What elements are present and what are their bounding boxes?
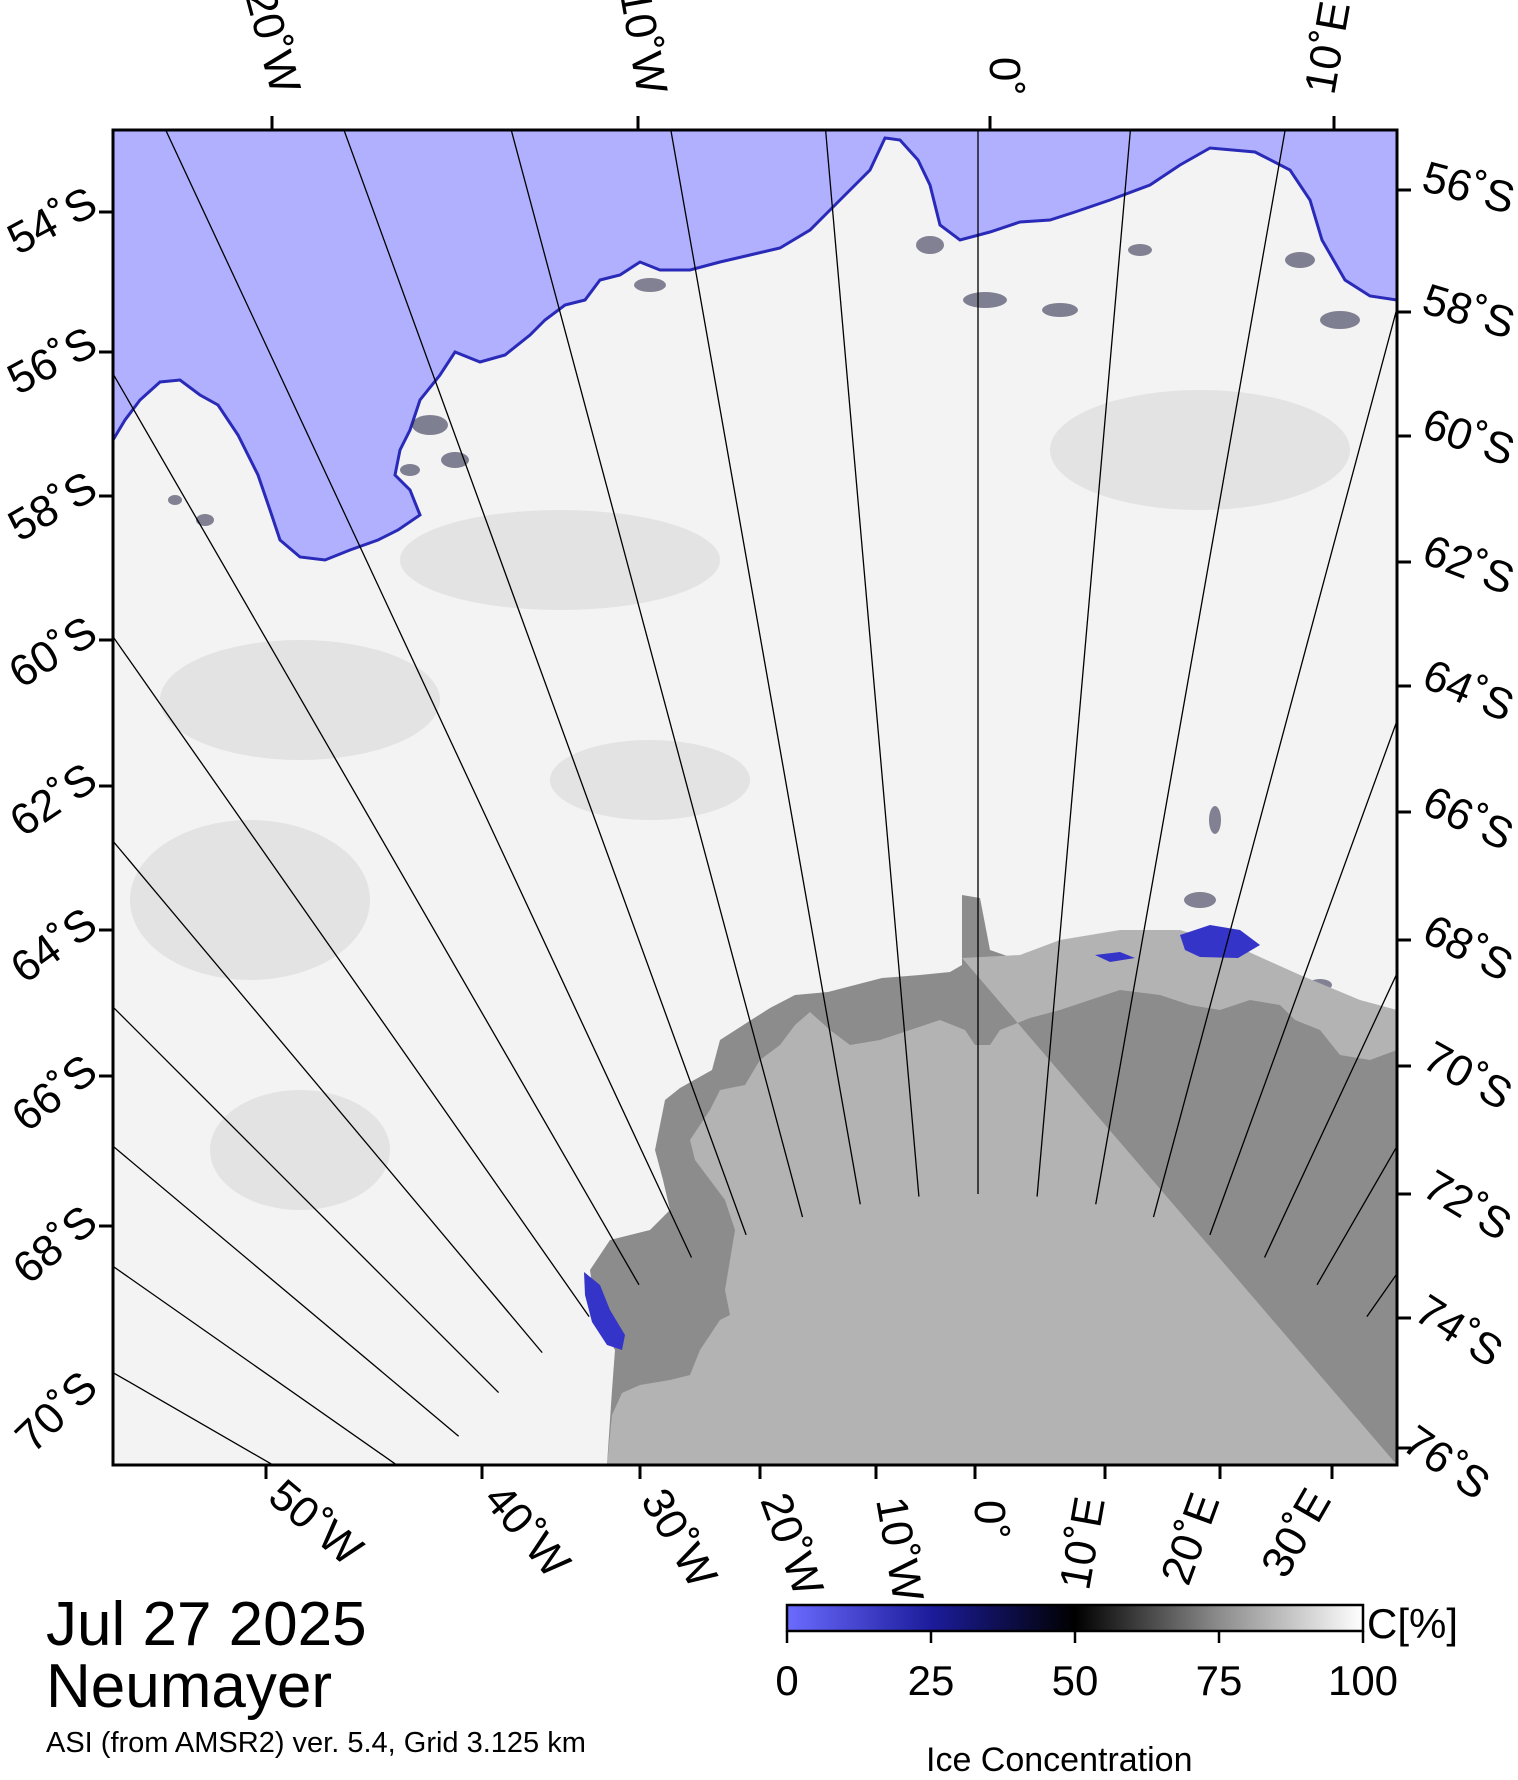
top-lon-label: 20˚W [235,0,310,99]
longitude-line [113,1145,460,1437]
graticule-lines [113,130,1397,1465]
right-lat-label: 76˚S [1394,1416,1498,1509]
longitude-line [113,635,590,1317]
left-lat-label: 64˚S [2,898,106,992]
ocean-ice-edge [113,136,1397,562]
colorbar-gradient [785,1603,1365,1633]
left-lat-label: 58˚S [0,462,105,551]
frame-tick-marks [99,116,1411,1479]
longitude-line [113,1006,500,1394]
longitude-line [113,1265,398,1465]
left-lat-label: 62˚S [1,754,105,847]
left-lat-label: 66˚S [3,1045,106,1141]
longitude-line [343,130,747,1236]
right-lat-label: 74˚S [1407,1285,1512,1377]
longitude-line [1095,130,1286,1205]
longitude-line [510,130,804,1218]
bottom-lon-label: 30˚W [631,1481,726,1597]
longitude-line [1209,718,1397,1236]
continent-area [607,930,1397,1465]
right-lat-label: 60˚S [1417,399,1518,476]
bottom-lon-label: 50˚W [260,1470,372,1575]
longitude-line [1036,130,1132,1197]
colorbar-tick-label: 25 [907,1657,955,1704]
top-lon-label: 0˚ [980,57,1029,96]
right-lat-label: 56˚S [1417,152,1518,223]
coastal-polynya [584,925,1260,1350]
right-lat-label: 58˚S [1417,275,1518,349]
colorbar-ticks [785,1631,1365,1643]
colorbar-tick-label: 100 [1327,1657,1399,1704]
colorbar [785,1603,1365,1643]
right-lat-label: 70˚S [1415,1032,1518,1120]
right-lat-label: 62˚S [1416,526,1518,605]
bottom-lon-label: 40˚W [474,1475,579,1587]
top-lon-label: 10˚W [610,0,677,98]
station-label: Neumayer [46,1652,332,1721]
top-lon-label: 10˚E [1296,0,1360,98]
longitude-line [113,1371,275,1465]
longitude-line [824,130,920,1197]
low-concentration-streaks [130,390,1350,1210]
left-lat-label: 56˚S [0,318,105,405]
colorbar-tick-label: 75 [1195,1657,1243,1704]
longitude-line [1263,971,1397,1258]
date-label: Jul 27 2025 [46,1590,367,1659]
product-label: ASI (from AMSR2) ver. 5.4, Grid 3.125 km [46,1727,586,1759]
right-lat-label: 72˚S [1415,1161,1518,1251]
map-frame [111,128,1399,1467]
bottom-lon-label: 30˚E [1252,1481,1341,1586]
longitude-line [164,130,693,1258]
colorbar-tick-label: 0 [775,1657,799,1704]
bottom-lon-label: 0˚ [965,1500,1014,1539]
colorbar-tick-label: 50 [1051,1657,1099,1704]
bottom-lon-label: 10˚E [1050,1493,1114,1593]
bottom-lon-label: 10˚W [866,1493,933,1605]
right-lat-label: 66˚S [1416,777,1518,861]
left-lat-label: 54˚S [0,178,105,265]
right-lat-label: 64˚S [1416,650,1518,731]
longitude-line [670,130,861,1205]
left-lat-label: 60˚S [1,607,106,698]
bottom-lon-label: 20˚E [1152,1487,1230,1591]
left-lat-label: 70˚S [6,1362,107,1462]
longitude-line [113,840,543,1354]
bottom-lon-label: 20˚W [751,1487,833,1603]
colorbar-unit: C[%] [1367,1600,1459,1647]
right-lat-label: 68˚S [1415,905,1518,991]
longitude-line [113,372,640,1286]
open-ocean-area [113,130,1397,560]
longitude-line [1152,305,1397,1218]
left-lat-label: 68˚S [4,1196,107,1293]
colorbar-title: Ice Concentration [926,1741,1193,1779]
